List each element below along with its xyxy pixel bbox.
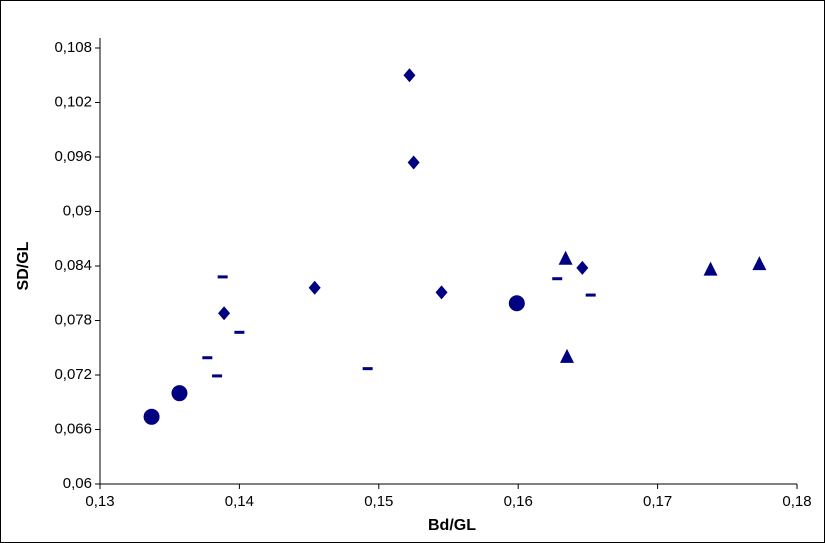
point [552,277,563,281]
point [585,293,596,297]
point [171,385,188,402]
y-tick-label: 0,084 [54,257,92,274]
point [202,356,213,360]
x-tick-label: 0,15 [364,493,393,510]
x-axis-title: Bd/GL [428,517,476,534]
x-tick-label: 0,14 [225,493,254,510]
point [558,250,573,265]
y-tick-label: 0,09 [63,202,92,219]
x-tick-label: 0,18 [782,493,811,510]
y-tick-label: 0,102 [54,93,92,110]
point [508,295,525,312]
x-tick-label: 0,16 [504,493,533,510]
y-tick-label: 0,096 [54,148,92,165]
x-tick-label: 0,13 [85,493,114,510]
y-tick-label: 0,06 [63,475,92,492]
point [143,408,160,425]
point [435,285,448,300]
point [559,348,574,363]
point [362,367,373,371]
point [212,374,223,378]
point [576,260,589,275]
point [308,280,321,295]
point [403,68,416,83]
y-tick-label: 0,072 [54,366,92,383]
y-tick-label: 0,066 [54,420,92,437]
x-tick-label: 0,17 [643,493,672,510]
point [217,275,228,279]
y-axis-title: SD/GL [15,241,32,290]
point [407,155,420,170]
point [234,330,245,334]
point [218,306,231,321]
point [752,256,767,271]
y-tick-label: 0,108 [54,39,92,56]
point [703,261,718,276]
y-tick-label: 0,078 [54,311,92,328]
